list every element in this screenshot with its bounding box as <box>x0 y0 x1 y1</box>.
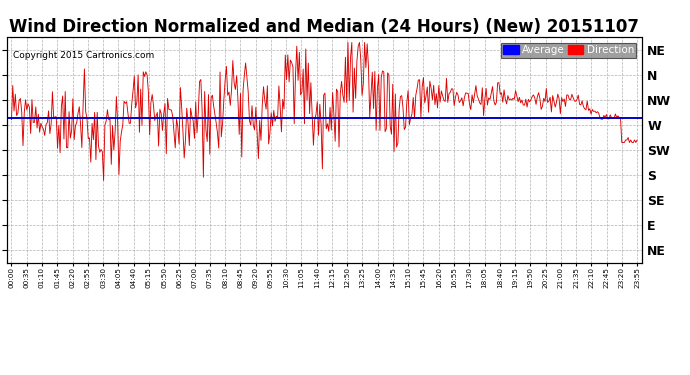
Text: Copyright 2015 Cartronics.com: Copyright 2015 Cartronics.com <box>13 51 155 60</box>
Legend: Average, Direction: Average, Direction <box>500 43 636 58</box>
Title: Wind Direction Normalized and Median (24 Hours) (New) 20151107: Wind Direction Normalized and Median (24… <box>9 18 640 36</box>
